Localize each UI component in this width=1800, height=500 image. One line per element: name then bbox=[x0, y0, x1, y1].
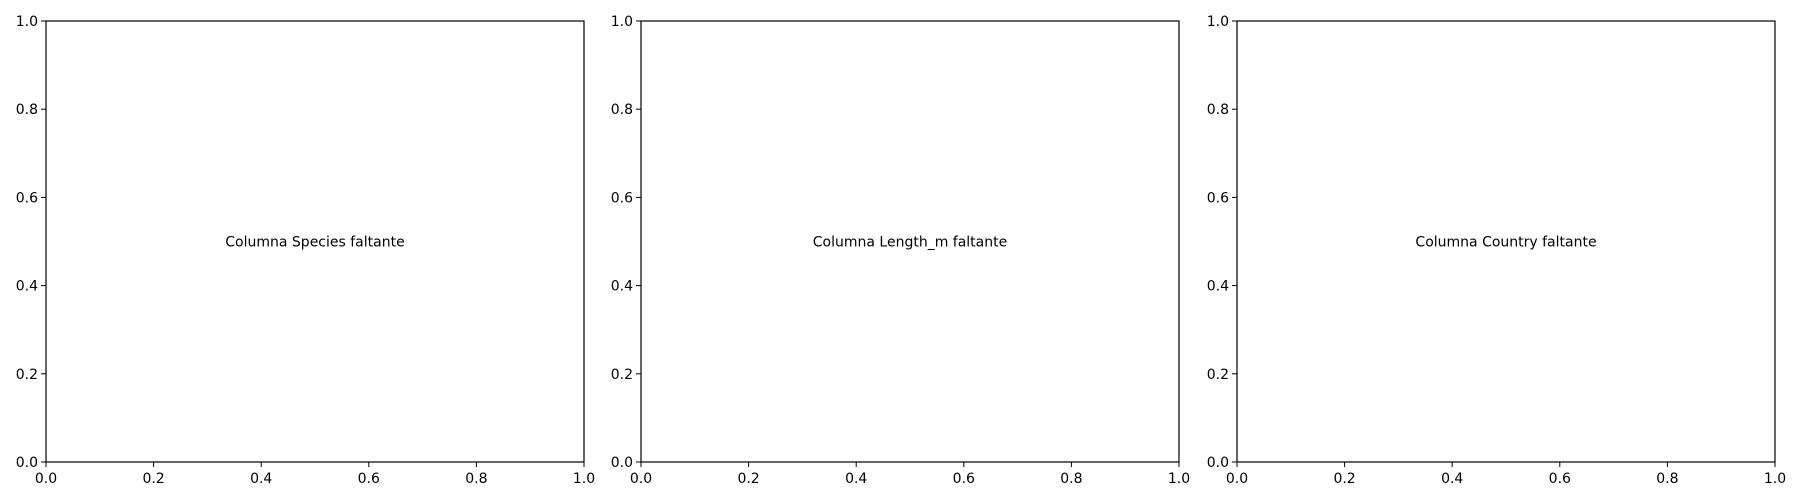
x-tick-label: 0.8 bbox=[465, 471, 487, 487]
y-tick-label: 1.0 bbox=[1207, 14, 1229, 30]
x-tick-label: 0.0 bbox=[1226, 471, 1248, 487]
x-tick-label: 0.2 bbox=[1333, 471, 1355, 487]
y-tick-label: 0.4 bbox=[16, 279, 38, 295]
y-tick-label: 0.8 bbox=[611, 102, 633, 118]
x-tick-label: 1.0 bbox=[1764, 471, 1786, 487]
y-tick-label: 0.0 bbox=[16, 455, 38, 471]
y-tick-label: 0.6 bbox=[16, 190, 38, 206]
x-tick-label: 0.4 bbox=[250, 471, 272, 487]
x-tick-label: 0.4 bbox=[845, 471, 867, 487]
axes-frame bbox=[1236, 20, 1776, 463]
x-tick-label: 1.0 bbox=[573, 471, 595, 487]
y-tick-label: 0.2 bbox=[16, 367, 38, 383]
subplot-3: 0.0 0.2 0.4 0.6 0.8 1.0 0.0 0.2 0.4 0.6 0.8 1.0 Colu… bbox=[1207, 14, 1786, 487]
subplot-2: 0.0 0.2 0.4 0.6 0.8 1.0 0.0 0.2 0.4 0.6 0.8 1.0 Colu… bbox=[611, 14, 1190, 487]
y-tick-label: 0.4 bbox=[1207, 279, 1229, 295]
y-tick-label: 0.4 bbox=[611, 279, 633, 295]
x-tick-label: 0.6 bbox=[1549, 471, 1571, 487]
x-tick-label: 1.0 bbox=[1168, 471, 1190, 487]
y-tick-label: 1.0 bbox=[16, 14, 38, 30]
missing-column-message: Columna Length_m faltante bbox=[813, 235, 1007, 251]
y-tick-label: 0.2 bbox=[1207, 367, 1229, 383]
y-tick-label: 0.8 bbox=[16, 102, 38, 118]
x-tick-label: 0.6 bbox=[358, 471, 380, 487]
missing-column-message: Columna Species faltante bbox=[225, 235, 404, 251]
axes-frame bbox=[45, 20, 585, 463]
y-tick-label: 0.0 bbox=[611, 455, 633, 471]
x-tick-label: 0.2 bbox=[737, 471, 759, 487]
y-tick-label: 1.0 bbox=[611, 14, 633, 30]
x-tick-label: 0.8 bbox=[1060, 471, 1082, 487]
axes-frame bbox=[640, 20, 1180, 463]
x-tick-label: 0.8 bbox=[1656, 471, 1678, 487]
y-tick-label: 0.6 bbox=[611, 190, 633, 206]
x-tick-label: 0.0 bbox=[630, 471, 652, 487]
y-tick-label: 0.6 bbox=[1207, 190, 1229, 206]
y-tick-label: 0.2 bbox=[611, 367, 633, 383]
x-tick-label: 0.2 bbox=[142, 471, 164, 487]
y-tick-label: 0.0 bbox=[1207, 455, 1229, 471]
x-tick-label: 0.6 bbox=[953, 471, 975, 487]
x-tick-label: 0.4 bbox=[1441, 471, 1463, 487]
missing-column-message: Columna Country faltante bbox=[1415, 235, 1596, 251]
x-tick-label: 0.0 bbox=[35, 471, 57, 487]
y-tick-label: 0.8 bbox=[1207, 102, 1229, 118]
subplot-1: 0.0 0.2 0.4 0.6 0.8 1.0 0.0 0.2 0.4 0.6 0.8 1.0 Colu… bbox=[16, 14, 595, 487]
